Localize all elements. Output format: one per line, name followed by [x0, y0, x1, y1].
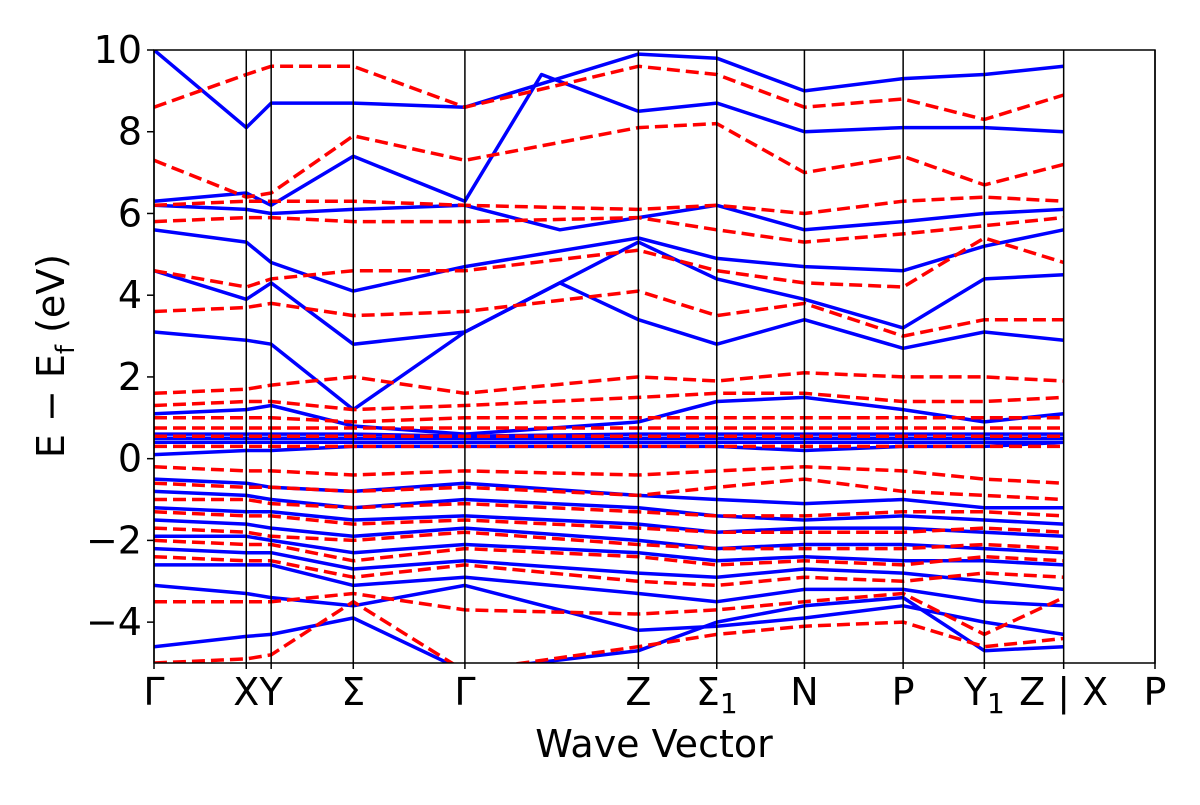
y-axis-label-main: E − E: [29, 354, 73, 458]
y-axis-label-unit: (eV): [29, 254, 73, 345]
x-tick-label: Γ: [454, 670, 475, 714]
band-line: [154, 228, 1065, 293]
x-tick-label: Σ1: [696, 670, 738, 720]
x-tick-label-subscript: 1: [987, 687, 1005, 720]
band-line: [154, 50, 1064, 130]
x-tick-label: P: [1144, 670, 1167, 714]
x-tick-label-text: Z | X: [1019, 670, 1108, 715]
band-line: [154, 121, 1065, 199]
y-axis-label-subscript: f: [51, 344, 81, 354]
y-tick-label: 6: [118, 191, 142, 235]
x-tick-label-text: Y: [259, 670, 284, 714]
x-axis-label: Wave Vector: [535, 722, 773, 766]
x-tick-label-text: P: [1144, 670, 1167, 714]
x-tick-label-text: Γ: [143, 670, 164, 714]
x-tick-label-text: N: [790, 670, 818, 714]
band-line: [154, 72, 1064, 208]
band-line: [154, 595, 1064, 663]
x-tick-label: Γ: [143, 670, 164, 714]
x-tick-label: X: [233, 670, 259, 714]
y-axis-label: E − Ef (eV): [29, 254, 81, 458]
x-tick-label: P: [892, 670, 915, 714]
y-axis-ticks: 10 8 6 4 2 0 −2 −4: [86, 28, 154, 644]
band-line: [154, 477, 1064, 502]
x-tick-label-subscript: 1: [720, 687, 738, 720]
x-tick-label-text: X: [233, 670, 259, 714]
x-tick-label: Σ: [341, 670, 365, 714]
y-tick-label: 2: [118, 355, 142, 399]
y-tick-label: 0: [118, 437, 142, 481]
x-tick-label-text: Y: [963, 670, 988, 714]
band-line: [154, 64, 1065, 122]
x-tick-label-text: P: [892, 670, 915, 714]
y-tick-label: 10: [94, 28, 142, 72]
plot-frame: [153, 49, 1156, 664]
bands-layer: [154, 50, 1065, 663]
band-line: [154, 416, 1064, 424]
high-symmetry-lines: [153, 50, 1156, 663]
band-line: [154, 505, 1064, 539]
band-line: [154, 440, 1064, 457]
x-tick-label: Z | X: [1019, 670, 1108, 715]
x-tick-label: Z: [625, 670, 651, 714]
band-line: [154, 465, 1064, 485]
y-tick-label: 8: [118, 110, 142, 154]
band-line: [154, 203, 1064, 232]
x-tick-label-text: Σ: [696, 670, 720, 714]
band-line: [154, 534, 1064, 567]
x-tick-label-text: Z: [625, 670, 651, 714]
x-tick-label: N: [790, 670, 818, 714]
y-tick-label: −2: [86, 518, 142, 562]
dashed-band-series: [154, 64, 1065, 663]
band-line: [154, 371, 1064, 396]
y-tick-label: −4: [86, 600, 142, 644]
band-line: [154, 391, 1064, 412]
band-line: [154, 281, 1064, 412]
y-tick-label: 4: [118, 273, 142, 317]
x-tick-label-text: Γ: [454, 670, 475, 714]
x-tick-label: Y1: [963, 670, 1005, 720]
x-tick-label: Y: [259, 670, 284, 714]
x-tick-label-text: Σ: [341, 670, 365, 714]
band-line: [154, 236, 1065, 289]
